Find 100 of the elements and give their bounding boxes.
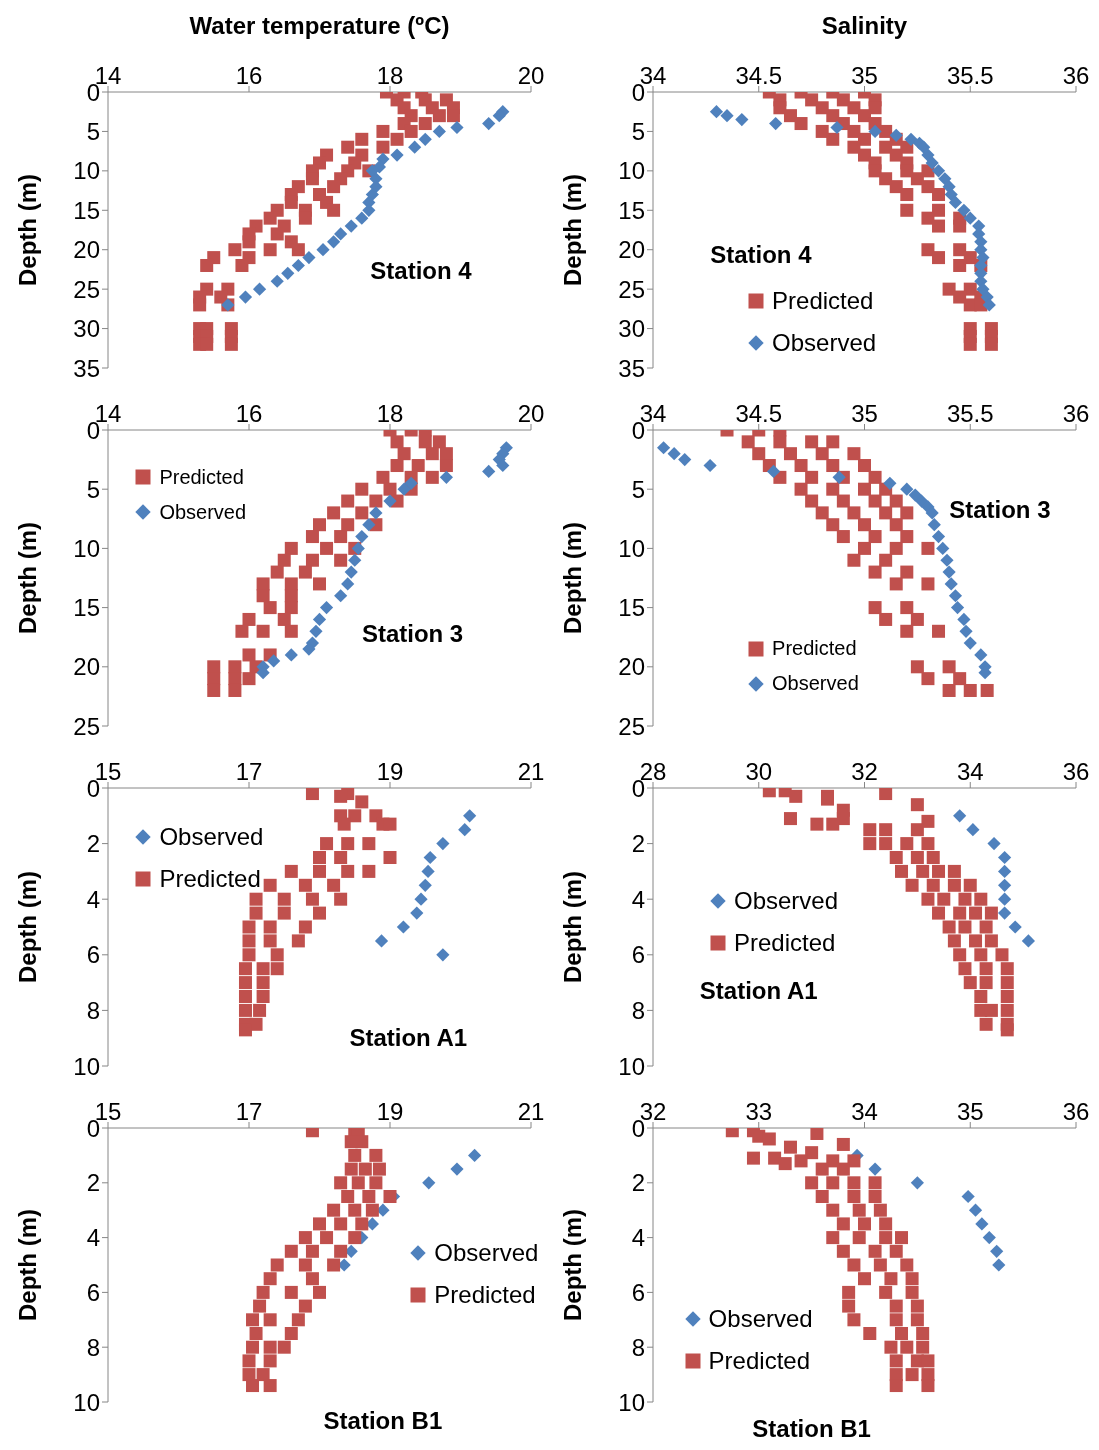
point: [390, 459, 404, 473]
point: [355, 506, 369, 520]
point: [341, 577, 355, 591]
point: [256, 589, 270, 603]
x-tick-label: 36: [1062, 1098, 1090, 1125]
point: [263, 934, 277, 948]
point: [987, 837, 1001, 851]
x-tick-label: 35.5: [946, 400, 994, 427]
point: [249, 892, 263, 906]
point: [327, 506, 341, 520]
point: [249, 1017, 263, 1031]
y-tick-label: 6: [631, 1278, 645, 1306]
point: [921, 577, 935, 591]
point: [348, 553, 362, 567]
point: [439, 470, 453, 484]
x-tick-label: 36: [1062, 400, 1090, 427]
point: [291, 934, 305, 948]
point: [879, 506, 893, 520]
x-tick-label: 21: [517, 758, 545, 785]
legend-label: Predicted: [733, 928, 836, 957]
point: [270, 948, 284, 962]
y-tick-label: 8: [631, 1333, 645, 1361]
point: [980, 683, 994, 697]
point: [917, 140, 931, 154]
point: [256, 624, 270, 638]
point: [703, 458, 717, 473]
point: [900, 506, 914, 520]
y-tick-label: 8: [86, 996, 100, 1024]
point: [735, 113, 749, 127]
point: [927, 518, 941, 532]
point: [298, 878, 312, 892]
point: [482, 116, 496, 131]
point: [298, 565, 312, 579]
point: [963, 683, 977, 697]
y-axis-title: Depth (m): [14, 174, 42, 286]
point: [207, 660, 221, 674]
point: [355, 482, 369, 496]
point: [383, 817, 397, 831]
point: [900, 482, 914, 496]
y-axis-title: Depth (m): [559, 174, 587, 286]
point: [344, 1162, 358, 1176]
point: [900, 601, 914, 615]
point: [408, 140, 422, 154]
y-tick-label: 15: [618, 196, 645, 224]
y-tick-label: 6: [631, 941, 645, 969]
point: [369, 1176, 383, 1190]
point: [900, 530, 914, 544]
point: [249, 906, 263, 920]
point: [344, 565, 358, 579]
point: [252, 282, 267, 296]
point: [298, 1231, 312, 1245]
legend-label: Predicted: [159, 465, 244, 489]
x-tick-label: 34.5: [735, 62, 783, 89]
point: [423, 850, 437, 865]
point: [769, 116, 783, 131]
point: [968, 1203, 983, 1217]
point: [327, 1258, 341, 1272]
point: [858, 482, 871, 496]
y-tick-label: 10: [618, 534, 645, 562]
point: [963, 636, 977, 650]
annotation: Station A1: [699, 976, 818, 1005]
point: [376, 1203, 390, 1217]
point: [900, 624, 914, 638]
point: [270, 962, 284, 976]
y-tick-label: 5: [631, 475, 645, 503]
point: [238, 962, 252, 976]
point: [889, 541, 903, 555]
point: [242, 920, 256, 934]
point: [344, 219, 358, 233]
point: [242, 1354, 256, 1368]
point: [879, 612, 893, 626]
point: [263, 1313, 277, 1327]
y-axis-title: Depth (m): [14, 522, 42, 634]
point: [942, 565, 956, 579]
point: [284, 1285, 298, 1299]
y-tick-label: 2: [86, 1169, 100, 1197]
point: [815, 506, 829, 520]
point: [369, 494, 383, 508]
point: [741, 435, 755, 449]
point: [305, 553, 319, 567]
point: [376, 470, 390, 484]
point: [372, 1162, 386, 1176]
point: [889, 494, 903, 508]
y-tick-label: 6: [86, 1278, 100, 1306]
y-tick-label: 2: [631, 830, 645, 858]
point: [836, 494, 850, 508]
y-tick-label: 10: [73, 534, 100, 562]
point: [313, 851, 326, 864]
y-tick-label: 10: [73, 157, 100, 185]
point: [246, 1379, 260, 1393]
point: [868, 530, 882, 544]
point: [805, 494, 819, 508]
point: [925, 506, 939, 520]
point: [908, 488, 922, 502]
point: [418, 435, 432, 449]
point: [256, 990, 270, 1003]
point: [868, 470, 882, 484]
point: [858, 518, 871, 532]
point: [948, 589, 963, 603]
point: [277, 612, 291, 626]
